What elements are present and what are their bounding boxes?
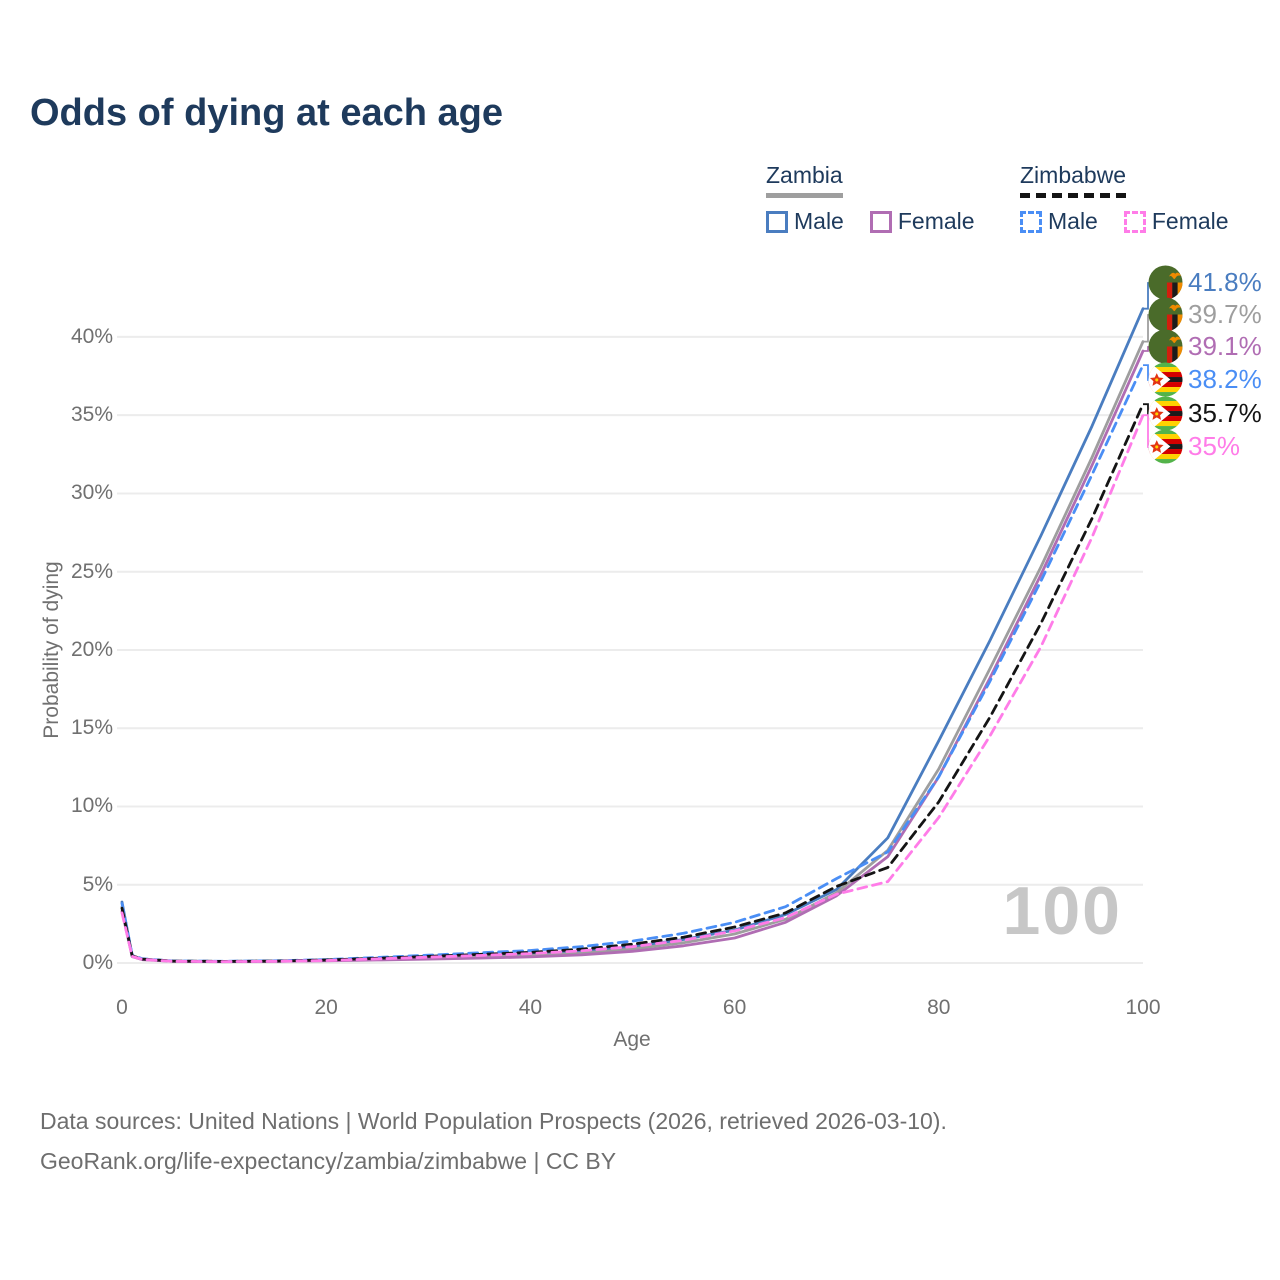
legend-item-label: Male bbox=[1048, 208, 1098, 234]
y-tick-label: 40% bbox=[70, 324, 113, 348]
data-sources-text: Data sources: United Nations | World Pop… bbox=[40, 1108, 947, 1134]
attribution-link[interactable]: GeoRank.org/life-expectancy/zambia/zimba… bbox=[40, 1148, 617, 1174]
legend-item-label: Male bbox=[794, 208, 844, 234]
x-axis-title: Age bbox=[613, 1028, 651, 1051]
legend-item-zimbabwe-female[interactable]: Female bbox=[1123, 208, 1229, 235]
zimbabwe-flag-icon bbox=[1148, 396, 1183, 431]
y-tick-label: 20% bbox=[70, 637, 113, 661]
legend-item-zambia-male[interactable]: Male bbox=[766, 208, 844, 235]
series-line-zimbabwe-male bbox=[120, 363, 1145, 963]
y-tick-label: 30% bbox=[70, 481, 113, 505]
zimbabwe-female-swatch-icon bbox=[1123, 210, 1146, 233]
end-value: 38.2% bbox=[1188, 364, 1262, 394]
end-label-zambia-female: 39.1% bbox=[1148, 329, 1262, 364]
y-tick-label: 5% bbox=[82, 872, 113, 896]
end-label-zimbabwe-female: 35% bbox=[1148, 429, 1240, 464]
end-value: 35.7% bbox=[1188, 398, 1262, 428]
x-tick-label: 0 bbox=[116, 996, 128, 1019]
end-value: 41.8% bbox=[1188, 267, 1262, 297]
legend-item-label: Female bbox=[897, 208, 975, 234]
legend-item-zimbabwe-male[interactable]: Male bbox=[1020, 208, 1098, 235]
end-value: 39.7% bbox=[1188, 299, 1262, 329]
x-tick-label: 20 bbox=[314, 996, 338, 1019]
legend-group-zimbabwe: Zimbabwe Male Female bbox=[1020, 162, 1229, 235]
zambia-male-swatch-icon bbox=[766, 210, 788, 233]
x-tick-label: 40 bbox=[518, 996, 543, 1019]
chart-title: Odds of dying at each age bbox=[30, 92, 503, 134]
x-tick-label: 100 bbox=[1125, 996, 1161, 1019]
series-line-zimbabwe-female bbox=[120, 413, 1145, 963]
zambia-flag-icon bbox=[1148, 329, 1183, 364]
end-value: 35% bbox=[1188, 431, 1241, 461]
y-tick-label: 15% bbox=[70, 716, 113, 740]
zimbabwe-flag-icon bbox=[1148, 429, 1183, 464]
zambia-flag-icon bbox=[1148, 297, 1183, 332]
end-label-zimbabwe-both: 35.7% bbox=[1148, 396, 1262, 431]
y-tick-label: 0% bbox=[82, 951, 113, 974]
legend-item-zambia-female[interactable]: Female bbox=[869, 208, 975, 235]
y-tick-label: 25% bbox=[70, 559, 113, 583]
zambia-female-swatch-icon bbox=[869, 210, 892, 233]
x-tick-label: 60 bbox=[722, 996, 747, 1019]
end-label-zimbabwe-male: 38.2% bbox=[1148, 362, 1262, 397]
zimbabwe-flag-icon bbox=[1148, 362, 1183, 397]
age-watermark: 100 bbox=[1002, 873, 1122, 949]
series-line-zambia-female bbox=[120, 349, 1145, 964]
zimbabwe-male-swatch-icon bbox=[1020, 210, 1042, 233]
y-tick-label: 10% bbox=[70, 794, 113, 818]
end-value: 39.1% bbox=[1188, 331, 1262, 361]
y-tick-label: 35% bbox=[70, 403, 113, 427]
x-tick-label: 80 bbox=[927, 996, 951, 1019]
legend-country-zimbabwe: Zimbabwe bbox=[1020, 162, 1127, 198]
series-line-zambia-both bbox=[120, 340, 1145, 963]
end-label-zambia-both: 39.7% bbox=[1148, 297, 1262, 332]
series-line-zambia-male bbox=[120, 307, 1145, 963]
legend-group-zambia: Zambia Male Female bbox=[766, 162, 975, 235]
zambia-flag-icon bbox=[1148, 265, 1183, 300]
legend-item-label: Female bbox=[1151, 208, 1229, 234]
end-label-zambia-male: 41.8% bbox=[1148, 265, 1262, 300]
legend-country-zambia: Zambia bbox=[766, 162, 843, 198]
